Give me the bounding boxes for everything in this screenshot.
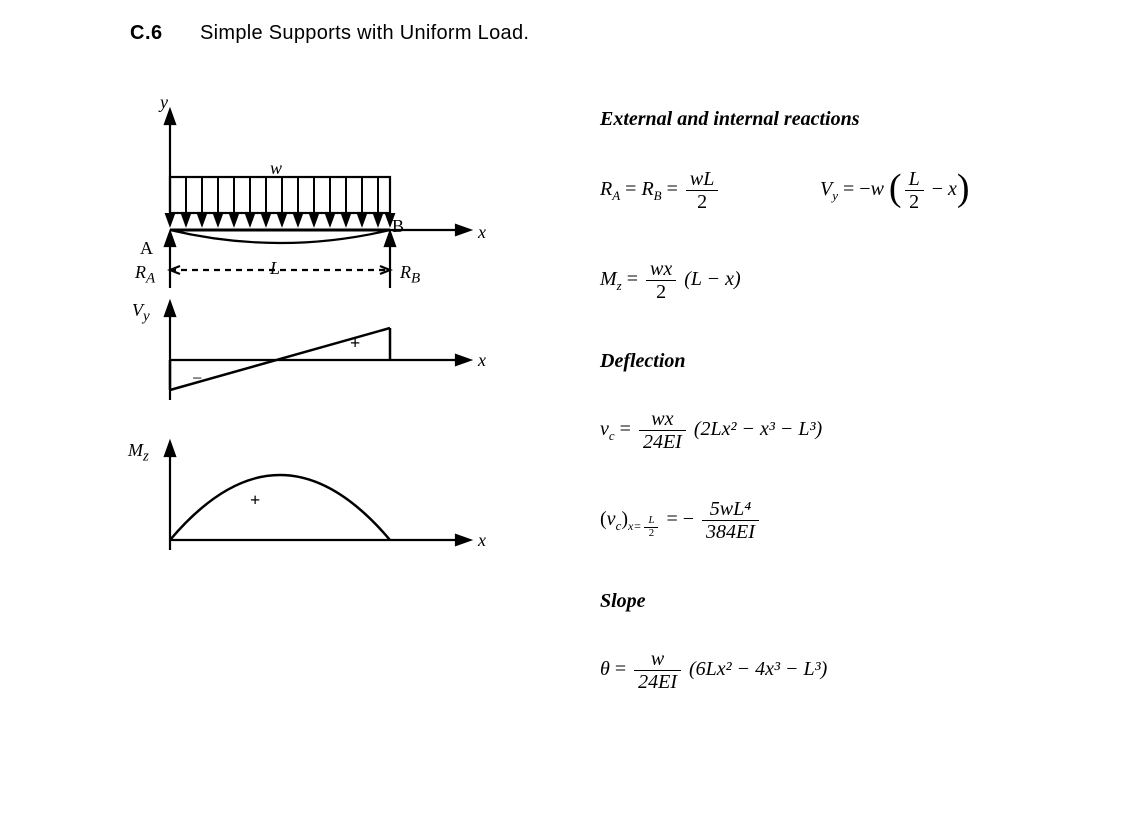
section-number: C.6 <box>130 22 163 45</box>
label-L: L <box>270 258 280 279</box>
label-x3: x <box>478 530 486 551</box>
eq-slope: θ = w24EI (6Lx² − 4x³ − L³) <box>600 648 827 693</box>
section-title: Simple Supports with Uniform Load. <box>200 22 529 45</box>
eq-max-deflection: (vc)x=L2 = − 5wL⁴384EI <box>600 498 762 543</box>
label-B: B <box>392 216 404 237</box>
beam-diagrams <box>110 80 570 600</box>
label-A: A <box>140 238 153 259</box>
label-RA: RA <box>135 262 155 288</box>
eq-moment: Mz = wx2 (L − x) <box>600 258 741 303</box>
eq-reactions: RA = RB = wL2 <box>600 168 721 213</box>
label-RB: RB <box>400 262 420 288</box>
shear-minus: − <box>192 368 202 389</box>
moment-plus: + <box>250 490 260 511</box>
shear-plus: + <box>350 333 360 354</box>
label-Mz: Mz <box>128 440 149 466</box>
eq-shear: Vy = −w (L2 − x) <box>820 168 970 213</box>
eq-deflection: vc = wx24EI (2Lx² − x³ − L³) <box>600 408 822 453</box>
heading-slope: Slope <box>600 590 646 613</box>
label-Vy: Vy <box>132 300 150 326</box>
label-x1: x <box>478 222 486 243</box>
heading-external: External and internal reactions <box>600 108 860 131</box>
heading-deflection: Deflection <box>600 350 686 373</box>
label-x2: x <box>478 350 486 371</box>
label-y: y <box>160 92 168 113</box>
label-w: w <box>270 158 282 179</box>
